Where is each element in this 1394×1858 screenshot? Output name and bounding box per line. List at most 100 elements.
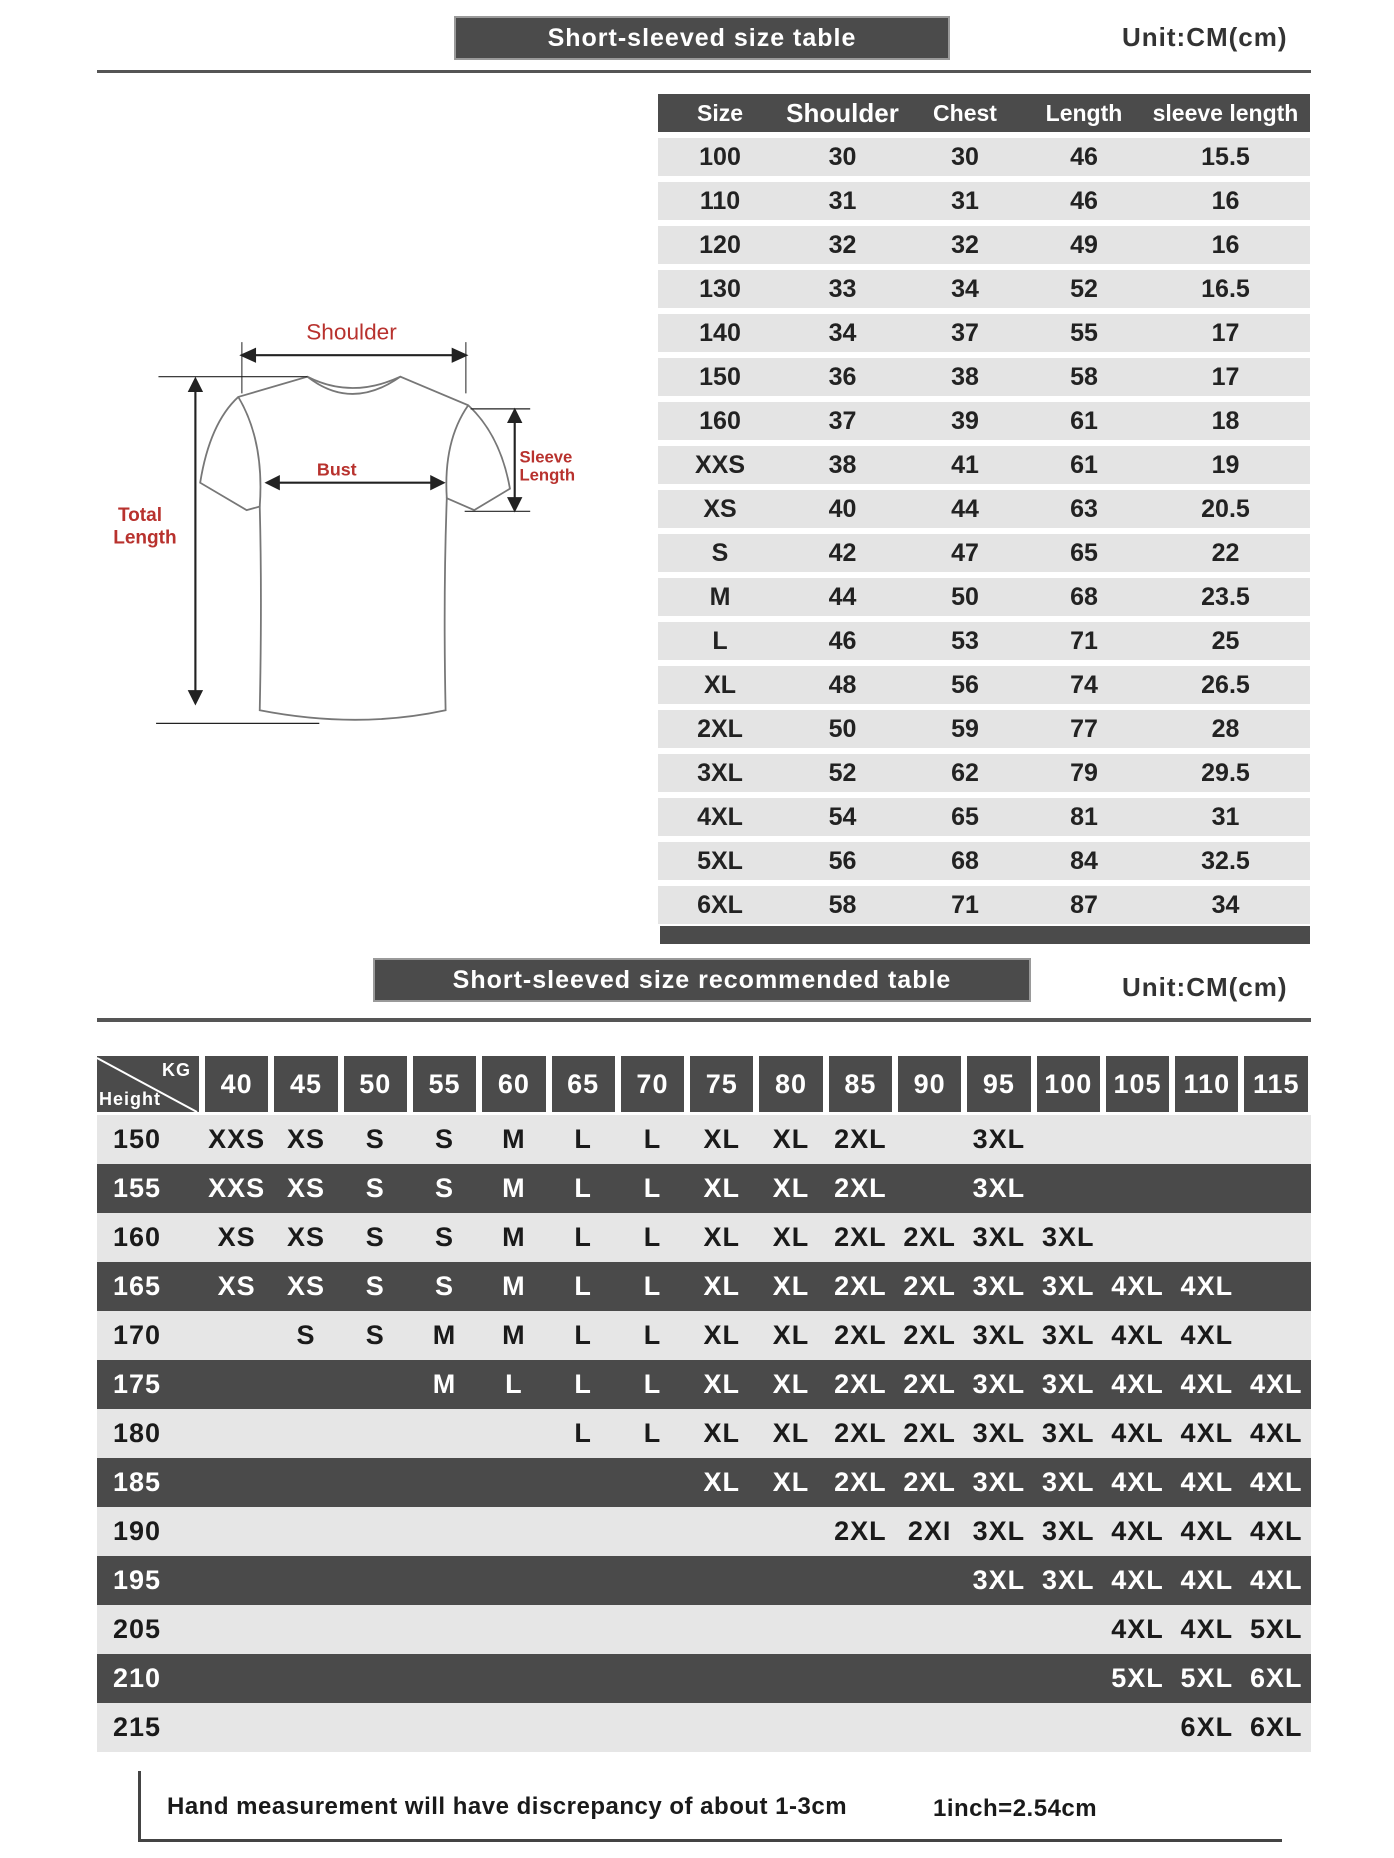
table-cell: 39 [903, 399, 1027, 446]
table-row: 100 30 30 46 15.5 [658, 135, 1310, 182]
size-cell: 3XL [1033, 1556, 1103, 1605]
size-cell: S [340, 1115, 410, 1164]
size-cell [340, 1360, 410, 1409]
size-cell: 3XL [1033, 1409, 1103, 1458]
size-cell: 2XL [894, 1409, 965, 1458]
size-cell: 2XL [825, 1115, 895, 1164]
table-cell: 48 [782, 663, 903, 710]
size-cell [1241, 1262, 1311, 1311]
total-label: Total [118, 505, 162, 526]
size-cell [202, 1311, 272, 1360]
size-cell [271, 1556, 341, 1605]
size-cell: XL [756, 1409, 826, 1458]
size-cell: L [617, 1311, 688, 1360]
table-cell: 31 [782, 179, 903, 226]
size-cell [1033, 1703, 1103, 1752]
size-cell: XL [756, 1458, 826, 1507]
size-cell: 4XL [1172, 1360, 1242, 1409]
table-cell: 84 [1027, 839, 1141, 886]
size-cell: L [617, 1360, 688, 1409]
size-cell [1102, 1115, 1173, 1164]
table-cell: 31 [1141, 795, 1310, 842]
size-cell [964, 1605, 1034, 1654]
table-cell: 46 [1027, 135, 1141, 182]
table-cell: 33 [782, 267, 903, 314]
size-cell [409, 1654, 480, 1703]
size-cell [340, 1703, 410, 1752]
table-cell: 31 [903, 179, 1027, 226]
table-cell: 37 [903, 311, 1027, 358]
table-cell: 100 [658, 135, 782, 182]
size-cell: 5XL [1102, 1654, 1173, 1703]
weight-header: 95 [964, 1053, 1034, 1115]
table-cell: 47 [903, 531, 1027, 578]
weight-axis-label: KG [162, 1060, 192, 1080]
size-cell: 3XL [964, 1507, 1034, 1556]
height-cell: 195 [97, 1556, 203, 1605]
height-axis-label: Height [99, 1089, 161, 1109]
size-cell [479, 1507, 549, 1556]
table-cell: 28 [1141, 707, 1310, 754]
table-cell: 20.5 [1141, 487, 1310, 534]
size-cell: XL [687, 1164, 757, 1213]
weight-value: 105 [1105, 1056, 1170, 1112]
size-cell [1033, 1164, 1103, 1213]
size-cell [340, 1605, 410, 1654]
size-cell: 4XL [1172, 1507, 1242, 1556]
table-row: 5XL 56 68 84 32.5 [658, 839, 1310, 886]
table-row: 185 XL XL 2XL 2XL 3XL 3XL 4XL 4XL 4XL [97, 1458, 1311, 1507]
size-cell: L [617, 1213, 688, 1262]
size-cell [617, 1605, 688, 1654]
measurement-note: Hand measurement will have discrepancy o… [167, 1793, 848, 1820]
table-row: 140 34 37 55 17 [658, 311, 1310, 358]
table-cell: 61 [1027, 399, 1141, 446]
size-cell [548, 1458, 618, 1507]
size-cell: 2XL [825, 1164, 895, 1213]
size-cell [409, 1556, 480, 1605]
height-cell: 165 [97, 1262, 203, 1311]
size-cell [756, 1654, 826, 1703]
height-cell: 170 [97, 1311, 203, 1360]
weight-value: 70 [620, 1056, 685, 1112]
size-cell: 4XL [1102, 1556, 1173, 1605]
table-cell: 160 [658, 399, 782, 446]
size-cell: 2XI [894, 1507, 965, 1556]
table-row: 170 S S M M L L XL XL 2XL 2XL 3XL 3XL 4XL 4XL [97, 1311, 1311, 1360]
size-cell [202, 1409, 272, 1458]
table-cell: 2XL [658, 707, 782, 754]
size-cell: 2XL [894, 1311, 965, 1360]
size-cell [617, 1703, 688, 1752]
table-cell: 30 [782, 135, 903, 182]
table-cell: 16.5 [1141, 267, 1310, 314]
table-cell: 52 [782, 751, 903, 798]
size-cell [340, 1654, 410, 1703]
table-row: 150 XXS XS S S M L L XL XL 2XL 3XL [97, 1115, 1311, 1164]
size-cell [340, 1458, 410, 1507]
table-row: 3XL 52 62 79 29.5 [658, 751, 1310, 798]
table-cell: 32 [903, 223, 1027, 270]
weight-value: 40 [205, 1056, 269, 1112]
table-cell: 61 [1027, 443, 1141, 490]
size-cell [479, 1458, 549, 1507]
size-cell: 3XL [964, 1360, 1034, 1409]
table-row: S 42 47 65 22 [658, 531, 1310, 578]
size-cell [617, 1556, 688, 1605]
weight-value: 55 [412, 1056, 477, 1112]
size-cell [964, 1703, 1034, 1752]
size-cell [479, 1556, 549, 1605]
size-cell [1033, 1115, 1103, 1164]
size-cell [894, 1654, 965, 1703]
table-cell: 16 [1141, 179, 1310, 226]
size-cell [271, 1360, 341, 1409]
size-table: Size Shoulder Chest Length sleeve length 100 3… [658, 94, 1310, 930]
weight-header: 105 [1102, 1053, 1173, 1115]
size-cell [409, 1703, 480, 1752]
size-cell: 2XL [894, 1262, 965, 1311]
table-cell: 4XL [658, 795, 782, 842]
size-cell: XL [687, 1262, 757, 1311]
size-cell: 4XL [1241, 1360, 1311, 1409]
table-cell: 17 [1141, 355, 1310, 402]
size-cell: M [409, 1311, 480, 1360]
table-cell: 26.5 [1141, 663, 1310, 710]
size-cell: XL [756, 1213, 826, 1262]
